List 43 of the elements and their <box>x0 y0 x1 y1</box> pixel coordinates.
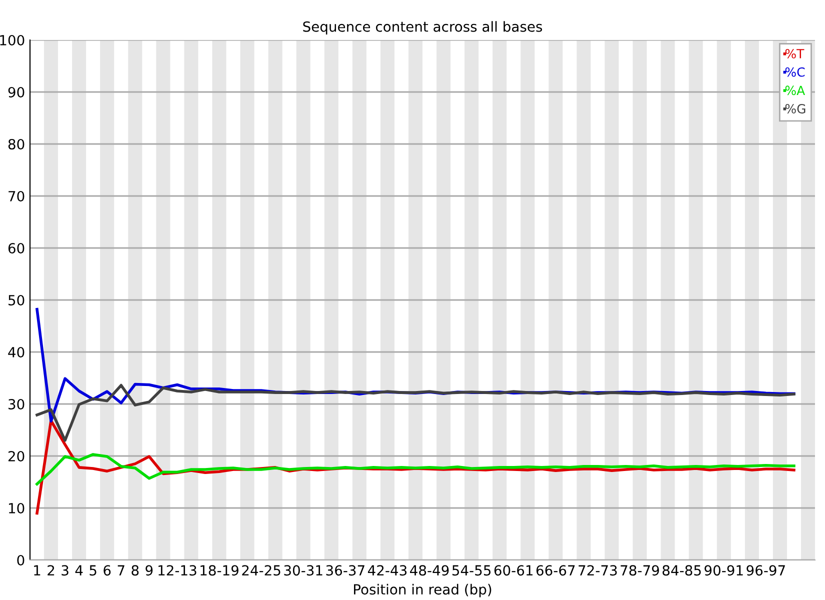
x-tick-label: 54-55 <box>452 565 491 576</box>
legend-label: %G <box>785 104 806 114</box>
line-series <box>36 384 796 442</box>
x-tick-label: 90-91 <box>704 565 743 576</box>
x-tick-label: 78-79 <box>620 565 659 576</box>
y-tick-label: 10 <box>8 502 24 514</box>
y-tick-label: 50 <box>8 294 24 306</box>
x-tick-label: 18-19 <box>200 565 238 576</box>
x-tick-label: 12-13 <box>158 565 196 576</box>
legend-label: %T <box>785 48 804 58</box>
y-tick-label: 20 <box>8 450 24 462</box>
chart-title: Sequence content across all bases <box>303 21 542 35</box>
y-tick-label: 70 <box>8 190 24 202</box>
x-tick-label: 5 <box>90 565 96 576</box>
x-tick-label: 1 <box>34 565 40 576</box>
x-tick-label: 72-73 <box>578 565 617 576</box>
x-tick-label: 36-37 <box>326 565 364 576</box>
x-tick-label: 4 <box>75 565 83 576</box>
y-tick-label: 80 <box>8 138 24 150</box>
x-tick-label: 42-43 <box>368 565 407 576</box>
x-tick-label: 48-49 <box>410 565 449 576</box>
x-axis-title: Position in read (bp) <box>354 584 492 598</box>
x-tick-label: 3 <box>62 565 68 576</box>
y-tick-label: 30 <box>8 398 24 410</box>
y-tick-label: 0 <box>17 554 24 566</box>
legend-label: %C <box>785 67 805 77</box>
x-tick-label: 60-61 <box>494 565 533 576</box>
x-tick-label: 84-85 <box>662 565 701 576</box>
y-tick-label: 90 <box>8 86 24 98</box>
line-series <box>36 453 796 486</box>
x-tick-label: 30-31 <box>284 565 322 576</box>
y-tick-label: 40 <box>8 346 24 358</box>
y-tick-label: 100 <box>0 34 24 46</box>
x-tick-label: 2 <box>48 565 54 576</box>
x-tick-label: 6 <box>104 565 111 576</box>
legend-label: %A <box>785 86 806 96</box>
x-tick-label: 9 <box>146 565 153 576</box>
x-tick-label: 24-25 <box>242 565 280 576</box>
x-tick-label: 7 <box>118 565 124 576</box>
x-tick-label: 96-97 <box>746 565 785 576</box>
x-tick-label: 8 <box>132 565 139 576</box>
x-tick-label: 66-67 <box>536 565 575 576</box>
y-tick-label: 60 <box>8 242 24 254</box>
